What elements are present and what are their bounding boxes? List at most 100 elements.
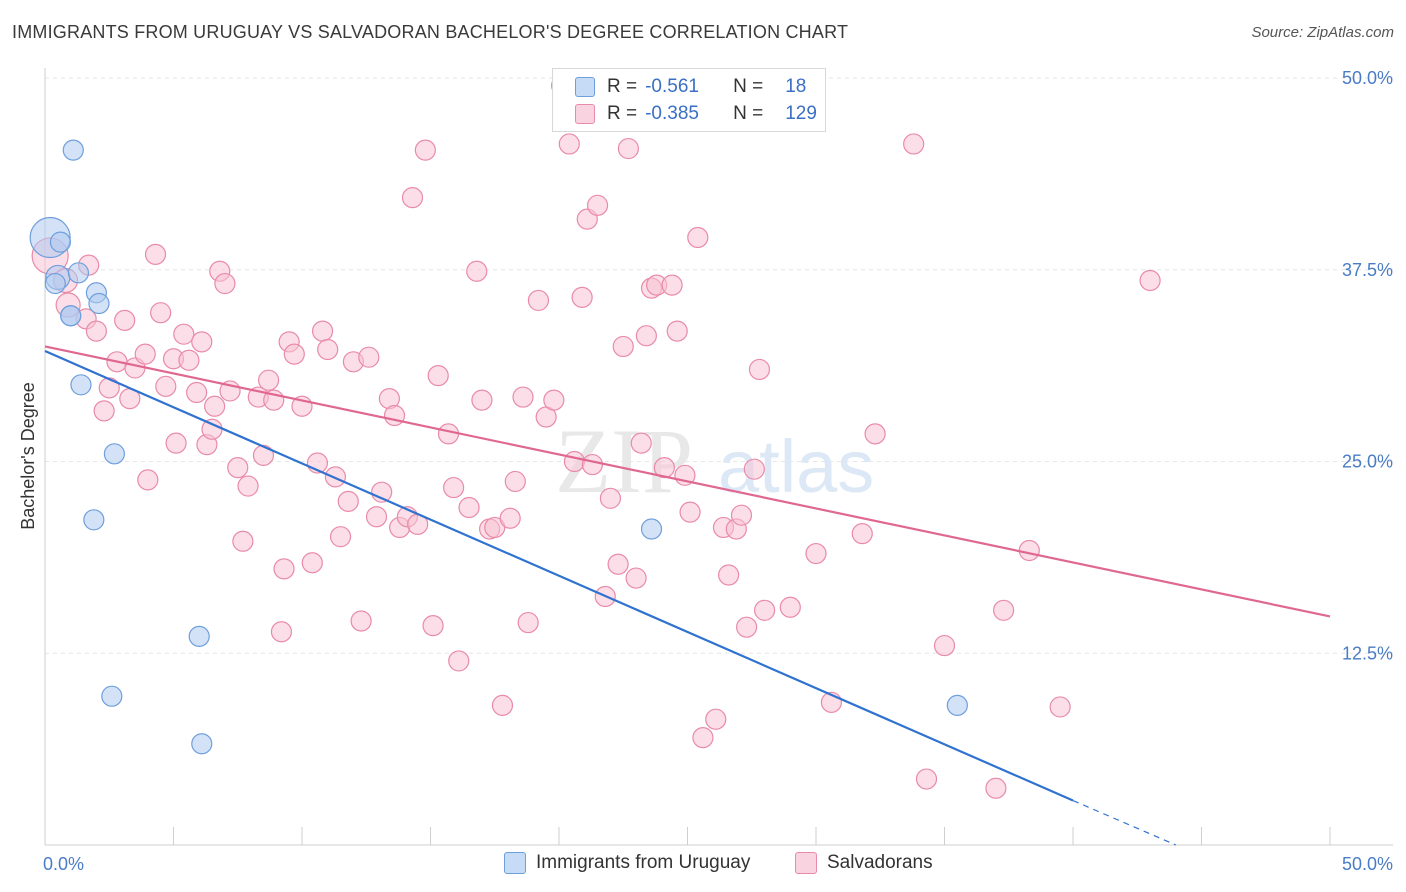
point-salvadorans — [329, 526, 352, 548]
legend-swatch-pink — [575, 104, 595, 124]
point-salvadorans — [317, 338, 339, 361]
legend-r-label: R = — [607, 76, 638, 97]
point-salvadorans — [186, 381, 208, 404]
point-uruguay — [640, 518, 663, 540]
bottom-legend-label: Salvadorans — [827, 852, 933, 873]
chart-title: IMMIGRANTS FROM URUGUAY VS SALVADORAN BA… — [12, 22, 849, 42]
point-uruguay — [70, 374, 92, 396]
point-uruguay — [101, 685, 123, 707]
point-salvadorans — [237, 475, 259, 497]
point-salvadorans — [527, 289, 550, 312]
point-salvadorans — [214, 272, 236, 295]
point-salvadorans — [273, 558, 295, 580]
point-salvadorans — [365, 506, 388, 528]
point-salvadorans — [484, 516, 506, 539]
point-salvadorans — [311, 320, 334, 342]
legend-row-salvadorans: R = -0.385 N = 129 — [575, 101, 817, 127]
point-uruguay — [49, 231, 72, 253]
point-salvadorans — [753, 599, 776, 621]
point-salvadorans — [915, 768, 938, 790]
legend-swatch-blue — [575, 77, 595, 97]
point-salvadorans — [586, 194, 609, 216]
point-uruguay — [188, 625, 210, 647]
point-salvadorans — [504, 470, 526, 493]
bottom-legend-salvadorans: Salvadorans — [795, 852, 933, 874]
point-salvadorans — [448, 650, 470, 672]
x-tick-label: 50.0% — [1342, 854, 1393, 874]
point-uruguay — [44, 272, 66, 295]
point-salvadorans — [144, 243, 167, 266]
point-salvadorans — [563, 450, 586, 473]
point-uruguay — [62, 139, 84, 161]
point-salvadorans — [491, 694, 514, 717]
point-salvadorans — [612, 335, 634, 358]
point-salvadorans — [85, 320, 108, 342]
y-tick-label: 25.0% — [1342, 452, 1393, 472]
point-salvadorans — [625, 567, 647, 589]
point-salvadorans — [458, 496, 480, 519]
point-salvadorans — [748, 358, 771, 381]
series-uruguay — [29, 139, 968, 755]
point-salvadorans — [232, 530, 254, 552]
series-salvadorans — [31, 75, 1161, 799]
watermark-atlas: atlas — [718, 425, 874, 508]
point-salvadorans — [252, 444, 275, 466]
point-salvadorans — [805, 542, 827, 565]
point-salvadorans — [730, 504, 753, 526]
point-salvadorans — [471, 389, 493, 411]
point-salvadorans — [227, 457, 249, 479]
point-salvadorans — [437, 423, 460, 445]
legend-r-value: -0.561 — [645, 76, 699, 97]
point-salvadorans — [98, 377, 120, 399]
point-salvadorans — [687, 226, 709, 249]
point-salvadorans — [571, 286, 593, 308]
point-salvadorans — [779, 596, 801, 618]
point-salvadorans — [178, 349, 200, 371]
point-uruguay — [67, 262, 90, 284]
point-salvadorans — [204, 395, 226, 417]
legend-r-value: -0.385 — [645, 103, 699, 124]
point-salvadorans — [864, 423, 886, 445]
legend: R = -0.561 N = 18 R = -0.385 N = 129 — [552, 68, 826, 132]
point-salvadorans — [165, 432, 187, 454]
point-salvadorans — [512, 386, 534, 408]
point-salvadorans — [993, 599, 1015, 621]
legend-n-label: N = — [733, 76, 764, 97]
point-uruguay — [103, 443, 125, 465]
point-salvadorans — [543, 389, 565, 411]
point-salvadorans — [666, 320, 688, 342]
trend-line-uruguay — [44, 350, 1074, 802]
bottom-legend-swatch-blue — [504, 852, 526, 874]
point-salvadorans — [350, 610, 372, 632]
source-label: Source: ZipAtlas.com — [1251, 24, 1394, 41]
point-salvadorans — [679, 501, 701, 523]
tick-labels: 12.5% 25.0% 37.5% 50.0% 0.0% 50.0% Bachelor's … — [18, 68, 1393, 874]
point-salvadorans — [201, 418, 223, 440]
point-salvadorans — [607, 553, 629, 575]
point-salvadorans — [414, 139, 436, 161]
point-salvadorans — [1049, 696, 1071, 718]
point-salvadorans — [466, 260, 488, 282]
point-salvadorans — [903, 133, 925, 155]
legend-n-value: 18 — [785, 76, 807, 97]
point-salvadorans — [985, 777, 1007, 799]
point-salvadorans — [155, 375, 177, 397]
point-salvadorans — [257, 369, 280, 391]
point-salvadorans — [635, 325, 657, 347]
point-salvadorans — [93, 400, 115, 422]
trend-lines — [44, 345, 1331, 846]
point-salvadorans — [692, 727, 714, 749]
point-salvadorans — [173, 323, 195, 345]
point-salvadorans — [134, 343, 156, 365]
point-salvadorans — [443, 476, 465, 499]
point-salvadorans — [191, 331, 213, 353]
point-salvadorans — [401, 187, 424, 209]
y-tick-label: 50.0% — [1342, 68, 1393, 88]
point-salvadorans — [933, 634, 956, 657]
point-salvadorans — [270, 621, 293, 643]
point-uruguay — [83, 509, 105, 531]
y-axis-title: Bachelor's Degree — [18, 382, 38, 530]
x-tick-label: 0.0% — [43, 854, 84, 874]
legend-r-label: R = — [607, 103, 638, 124]
